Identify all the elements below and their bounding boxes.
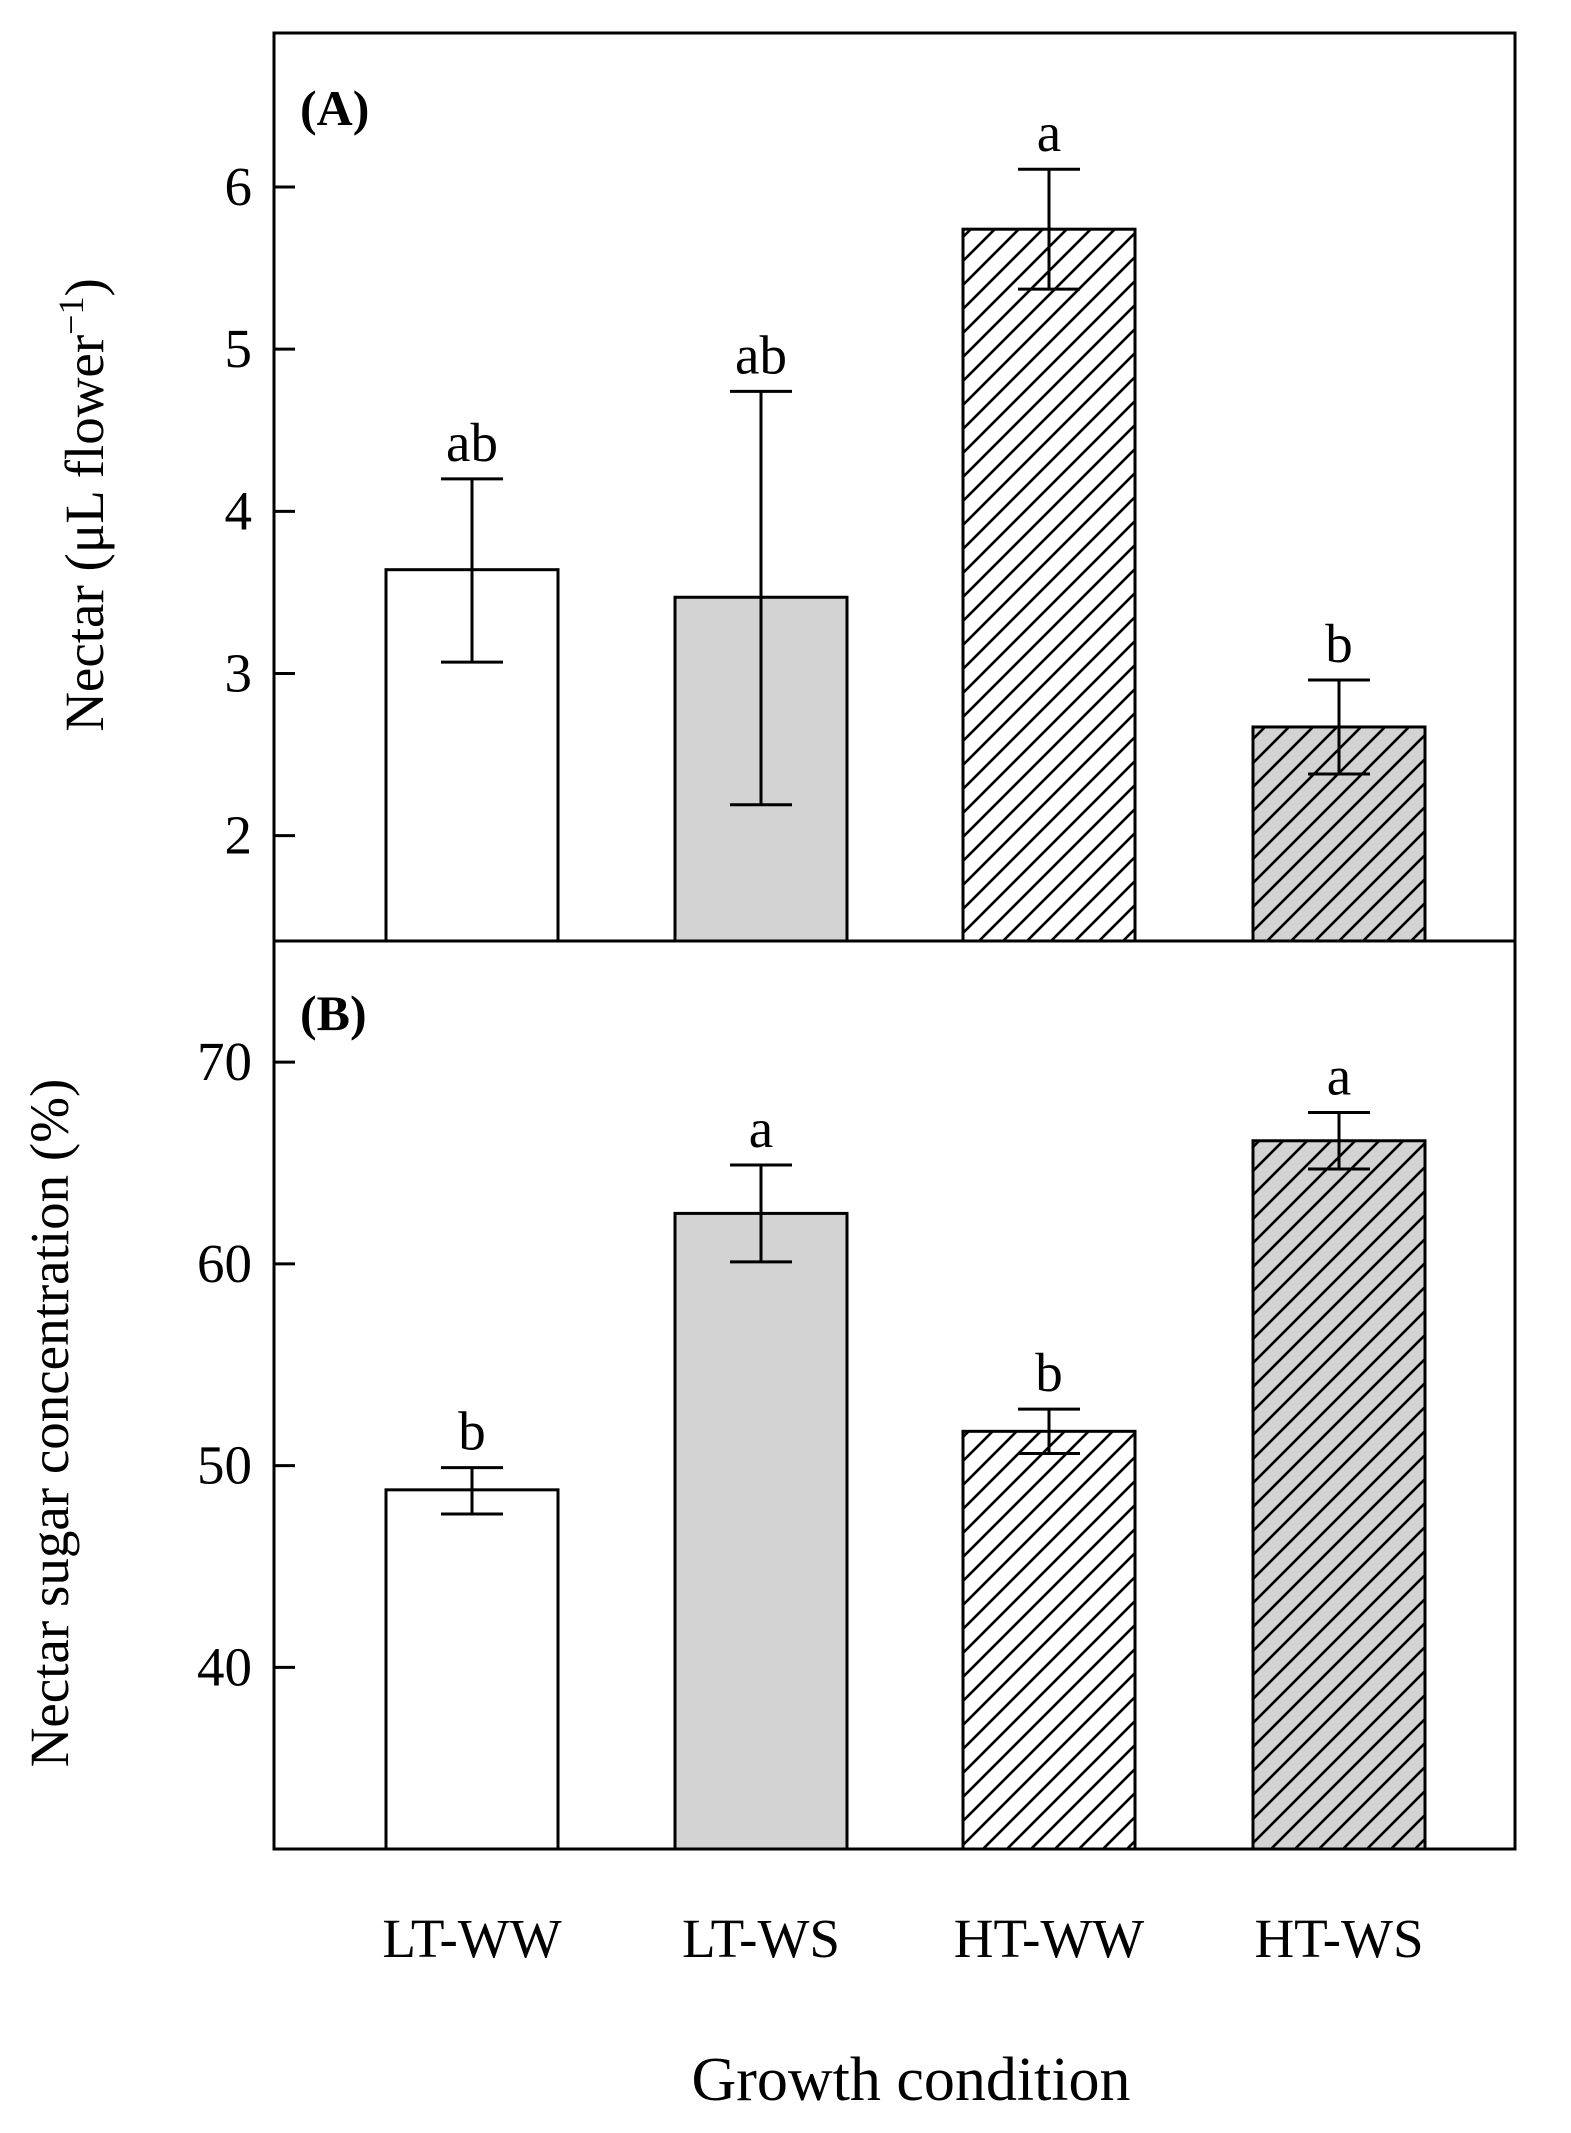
panel-b-significance-letter: a xyxy=(1327,1046,1351,1107)
panel-a-y-tick-label: 5 xyxy=(225,318,253,379)
x-tick-label: HT-WW xyxy=(954,1908,1144,1969)
panel-a-bar-hatch xyxy=(963,229,1135,941)
panel-a-y-tick-label: 4 xyxy=(225,480,253,541)
x-tick-label: LT-WS xyxy=(682,1908,840,1969)
panel-a-y-ticks: 2 3 4 5 6 xyxy=(225,156,295,866)
panel-b-label: (B) xyxy=(300,985,367,1041)
x-axis-category-labels: LT-WW LT-WS HT-WW HT-WS xyxy=(382,1908,1423,1969)
panel-a-y-tick-label: 3 xyxy=(225,642,253,703)
panel-b-significance-letter: a xyxy=(749,1098,773,1159)
panel-b-y-tick-label: 60 xyxy=(197,1233,252,1294)
panel-a-significance-letter: ab xyxy=(735,324,787,385)
panel-a-significance-letter: b xyxy=(1325,613,1353,674)
panel-b: b a b a 40 50 60 70 (B) Nectar sugar concentra… xyxy=(19,985,1427,1851)
panel-a-label: (A) xyxy=(300,80,369,136)
panel-b-frame xyxy=(272,939,1517,1851)
panel-b-y-tick-label: 70 xyxy=(197,1031,252,1092)
panel-b-bar-hatch xyxy=(1253,1140,1425,1849)
panel-b-y-ticks: 40 50 60 70 xyxy=(197,1031,295,1697)
panel-a-y-axis-label: Nectar (μL flower−1) xyxy=(51,278,115,732)
panel-b-y-tick-label: 50 xyxy=(197,1435,252,1496)
panel-a-y-tick-label: 6 xyxy=(225,156,253,217)
panel-a-significance-letter: ab xyxy=(446,412,498,473)
panel-a-y-tick-label: 2 xyxy=(225,805,253,866)
panel-a-y-axis-label-end: ) xyxy=(54,278,115,296)
panel-a-significance-letter: a xyxy=(1037,102,1061,163)
panel-b-significance-letter: b xyxy=(458,1401,486,1462)
panel-b-y-axis-label: Nectar sugar concentration (%) xyxy=(19,1079,80,1768)
panel-b-significance-letter: b xyxy=(1035,1342,1063,1403)
x-tick-label: LT-WW xyxy=(382,1908,561,1969)
panel-a-y-axis-label-sup: −1 xyxy=(51,297,91,335)
panel-b-bars: b a b a xyxy=(384,1046,1427,1851)
panel-a-y-axis-label-main: Nectar (μL flower xyxy=(54,335,115,732)
x-tick-label: HT-WS xyxy=(1254,1908,1423,1969)
panel-b-bar-fill xyxy=(386,1489,558,1849)
panel-b-bar-hatch xyxy=(963,1431,1135,1849)
panel-b-bar-fill xyxy=(675,1213,847,1849)
x-axis-title: Growth condition xyxy=(691,2046,1130,2114)
panel-b-y-tick-label: 40 xyxy=(197,1636,252,1697)
